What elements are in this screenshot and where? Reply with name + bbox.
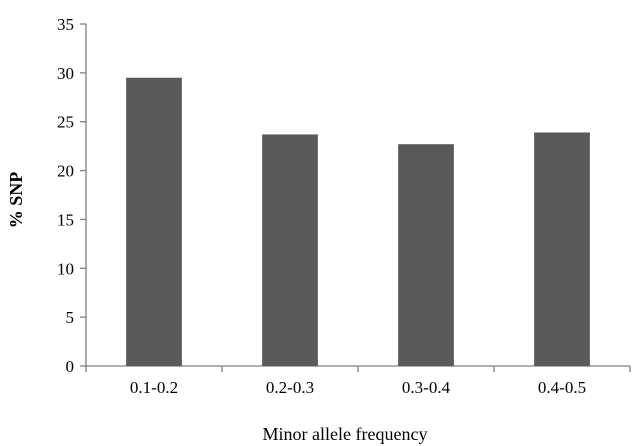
y-tick-label: 25: [57, 113, 74, 132]
y-tick-label: 10: [57, 259, 74, 278]
x-axis: 0.1-0.2 0.2-0.3 0.3-0.4 0.4-0.5: [86, 366, 630, 397]
bar-0.2-0.3: [262, 134, 318, 366]
bars: [126, 78, 590, 366]
y-tick-label: 30: [57, 64, 74, 83]
y-axis-title: % SNP: [6, 172, 26, 229]
x-tick-label: 0.4-0.5: [538, 378, 586, 397]
x-axis-title: Minor allele frequency: [263, 424, 428, 444]
bar-0.4-0.5: [534, 132, 590, 366]
y-tick-label: 0: [66, 357, 75, 376]
x-tick-label: 0.2-0.3: [266, 378, 314, 397]
y-tick-label: 35: [57, 15, 74, 34]
y-tick-label: 5: [66, 308, 75, 327]
bar-0.3-0.4: [398, 144, 454, 366]
y-tick-label: 20: [57, 162, 74, 181]
y-tick-label: 15: [57, 210, 74, 229]
x-tick-label: 0.1-0.2: [130, 378, 178, 397]
y-axis: 0 5 10 15 20 25 30 35: [57, 15, 86, 376]
bar-0.1-0.2: [126, 78, 182, 366]
x-tick-label: 0.3-0.4: [402, 378, 451, 397]
